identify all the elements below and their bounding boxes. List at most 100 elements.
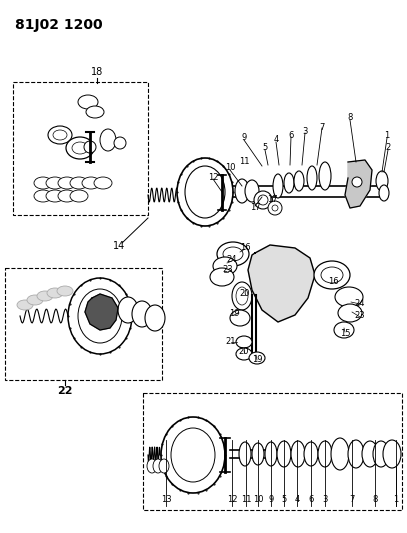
Text: 10: 10 xyxy=(253,496,263,505)
Ellipse shape xyxy=(230,310,250,326)
Text: 20: 20 xyxy=(240,289,250,298)
Text: 18: 18 xyxy=(91,67,103,77)
Ellipse shape xyxy=(34,190,52,202)
Ellipse shape xyxy=(82,177,100,189)
Text: 21: 21 xyxy=(226,337,236,346)
Ellipse shape xyxy=(217,242,249,266)
Text: 24: 24 xyxy=(355,298,365,308)
Ellipse shape xyxy=(171,428,215,482)
Polygon shape xyxy=(248,245,315,322)
Text: 14: 14 xyxy=(113,241,125,251)
Text: 12: 12 xyxy=(227,496,237,505)
Ellipse shape xyxy=(294,171,304,191)
Ellipse shape xyxy=(277,441,291,467)
Text: 5: 5 xyxy=(281,496,287,505)
Bar xyxy=(5,268,162,380)
Text: 1: 1 xyxy=(384,132,389,141)
Text: 11: 11 xyxy=(241,496,251,505)
Text: 15: 15 xyxy=(340,328,350,337)
Ellipse shape xyxy=(53,130,67,140)
Circle shape xyxy=(84,141,96,153)
Circle shape xyxy=(254,191,272,209)
Ellipse shape xyxy=(252,443,264,465)
Ellipse shape xyxy=(58,177,76,189)
Ellipse shape xyxy=(362,441,378,467)
Ellipse shape xyxy=(232,282,252,310)
Ellipse shape xyxy=(132,301,152,327)
Ellipse shape xyxy=(48,126,72,144)
Text: 11: 11 xyxy=(239,157,249,166)
Ellipse shape xyxy=(239,442,251,466)
Text: 16: 16 xyxy=(240,244,250,253)
Ellipse shape xyxy=(47,288,63,298)
Ellipse shape xyxy=(58,190,76,202)
Text: 6: 6 xyxy=(288,132,294,141)
Ellipse shape xyxy=(46,190,64,202)
Circle shape xyxy=(272,205,278,211)
Ellipse shape xyxy=(376,171,388,191)
Ellipse shape xyxy=(147,459,157,473)
Ellipse shape xyxy=(34,177,52,189)
Ellipse shape xyxy=(319,162,331,190)
Text: 9: 9 xyxy=(268,496,274,505)
Ellipse shape xyxy=(249,352,265,364)
Ellipse shape xyxy=(210,268,234,286)
Ellipse shape xyxy=(145,305,165,331)
Ellipse shape xyxy=(318,441,332,467)
Ellipse shape xyxy=(94,177,112,189)
Ellipse shape xyxy=(245,180,259,202)
Text: 5: 5 xyxy=(263,143,268,152)
Ellipse shape xyxy=(185,166,225,218)
Ellipse shape xyxy=(46,177,64,189)
Text: 10: 10 xyxy=(225,164,235,173)
Text: 8: 8 xyxy=(372,496,378,505)
Ellipse shape xyxy=(159,459,169,473)
Text: 2: 2 xyxy=(385,143,391,152)
Ellipse shape xyxy=(17,300,33,310)
Text: 12: 12 xyxy=(208,173,218,182)
Ellipse shape xyxy=(338,304,362,322)
Ellipse shape xyxy=(291,441,305,467)
Text: 17: 17 xyxy=(267,196,277,205)
Text: 4: 4 xyxy=(294,496,300,505)
Text: 7: 7 xyxy=(319,123,325,132)
Ellipse shape xyxy=(348,440,364,468)
Text: 3: 3 xyxy=(302,127,308,136)
Circle shape xyxy=(258,195,268,205)
Ellipse shape xyxy=(118,297,138,323)
Ellipse shape xyxy=(66,137,94,159)
Text: 16: 16 xyxy=(328,278,338,287)
Ellipse shape xyxy=(27,295,43,305)
Ellipse shape xyxy=(331,438,349,470)
Text: 13: 13 xyxy=(161,496,171,505)
Ellipse shape xyxy=(321,267,343,283)
Circle shape xyxy=(268,201,282,215)
Ellipse shape xyxy=(284,173,294,193)
Bar xyxy=(13,82,148,215)
Text: 20: 20 xyxy=(239,348,249,357)
Bar xyxy=(143,393,402,510)
Polygon shape xyxy=(345,160,372,208)
Text: 4: 4 xyxy=(274,135,279,144)
Ellipse shape xyxy=(72,142,88,154)
Text: 17: 17 xyxy=(249,204,260,213)
Ellipse shape xyxy=(307,166,317,190)
Ellipse shape xyxy=(334,322,354,338)
Ellipse shape xyxy=(213,257,237,275)
Text: 19: 19 xyxy=(229,310,239,319)
Ellipse shape xyxy=(236,336,252,348)
Text: 3: 3 xyxy=(322,496,328,505)
Ellipse shape xyxy=(273,174,283,198)
Text: 23: 23 xyxy=(354,311,365,320)
Ellipse shape xyxy=(236,287,248,305)
Ellipse shape xyxy=(68,278,132,354)
Ellipse shape xyxy=(177,158,233,226)
Ellipse shape xyxy=(78,95,98,109)
Ellipse shape xyxy=(57,286,73,296)
Ellipse shape xyxy=(223,247,243,261)
Ellipse shape xyxy=(304,442,318,466)
Ellipse shape xyxy=(265,442,277,466)
Text: 22: 22 xyxy=(57,386,73,396)
Ellipse shape xyxy=(373,441,389,467)
Ellipse shape xyxy=(100,129,116,151)
